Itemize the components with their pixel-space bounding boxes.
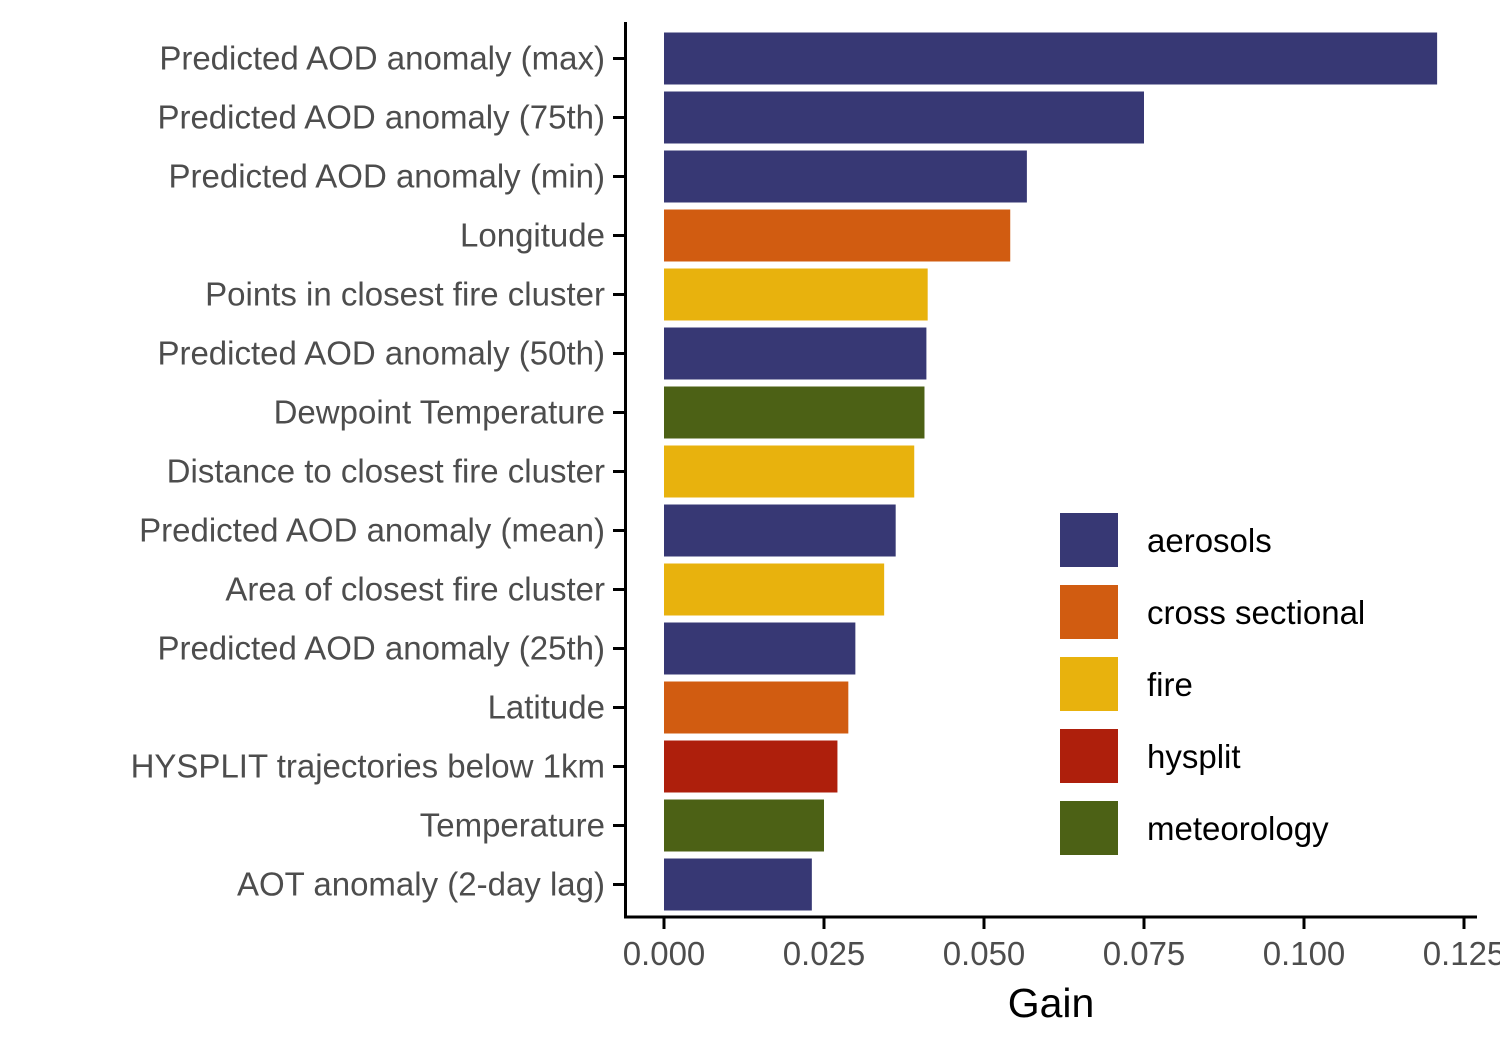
bar-2 <box>664 150 1027 203</box>
category-label-0: Predicted AOD anomaly (max) <box>159 40 605 77</box>
category-label-1: Predicted AOD anomaly (75th) <box>157 99 605 136</box>
x-tick-label-1: 0.025 <box>783 935 866 972</box>
category-label-2: Predicted AOD anomaly (min) <box>169 158 606 195</box>
bar-11 <box>664 681 849 734</box>
bar-10 <box>664 622 856 675</box>
bar-12 <box>664 740 838 793</box>
bars-group <box>664 32 1438 911</box>
legend-label-3: hysplit <box>1147 738 1241 775</box>
category-label-8: Predicted AOD anomaly (mean) <box>139 512 605 549</box>
bar-1 <box>664 91 1144 144</box>
bar-3 <box>664 209 1011 262</box>
bar-4 <box>664 268 928 321</box>
category-label-5: Predicted AOD anomaly (50th) <box>157 335 605 372</box>
legend-key-1 <box>1060 585 1118 639</box>
legend: aerosols cross sectional fire hysplit meteor… <box>1060 513 1365 855</box>
x-tick-label-5: 0.125 <box>1423 935 1500 972</box>
category-label-14: AOT anomaly (2-day lag) <box>237 866 605 903</box>
bar-14 <box>664 858 812 911</box>
bar-9 <box>664 563 885 616</box>
bar-13 <box>664 799 824 852</box>
category-label-6: Dewpoint Temperature <box>274 394 605 431</box>
y-axis: Predicted AOD anomaly (max) Predicted AOD… <box>131 22 627 919</box>
bar-6 <box>664 386 925 439</box>
x-axis-title: Gain <box>1008 980 1095 1026</box>
legend-label-2: fire <box>1147 666 1193 703</box>
legend-label-4: meteorology <box>1147 810 1329 847</box>
legend-label-0: aerosols <box>1147 522 1272 559</box>
bar-5 <box>664 327 927 380</box>
x-tick-label-2: 0.050 <box>943 935 1026 972</box>
category-label-13: Temperature <box>420 807 605 844</box>
x-tick-label-3: 0.075 <box>1103 935 1186 972</box>
legend-key-4 <box>1060 801 1118 855</box>
legend-key-0 <box>1060 513 1118 567</box>
bar-7 <box>664 445 915 498</box>
x-axis: 0.000 0.025 0.050 0.075 0.100 0.125 <box>623 915 1500 972</box>
legend-label-1: cross sectional <box>1147 594 1365 631</box>
category-label-11: Latitude <box>488 689 605 726</box>
legend-key-3 <box>1060 729 1118 783</box>
category-label-3: Longitude <box>460 217 605 254</box>
category-label-9: Area of closest fire cluster <box>225 571 605 608</box>
category-label-7: Distance to closest fire cluster <box>167 453 605 490</box>
bar-0 <box>664 32 1438 85</box>
category-label-10: Predicted AOD anomaly (25th) <box>157 630 605 667</box>
legend-key-2 <box>1060 657 1118 711</box>
x-tick-label-0: 0.000 <box>623 935 706 972</box>
bar-8 <box>664 504 896 557</box>
category-label-12: HYSPLIT trajectories below 1km <box>131 748 605 785</box>
category-label-4: Points in closest fire cluster <box>205 276 605 313</box>
x-tick-label-4: 0.100 <box>1263 935 1346 972</box>
